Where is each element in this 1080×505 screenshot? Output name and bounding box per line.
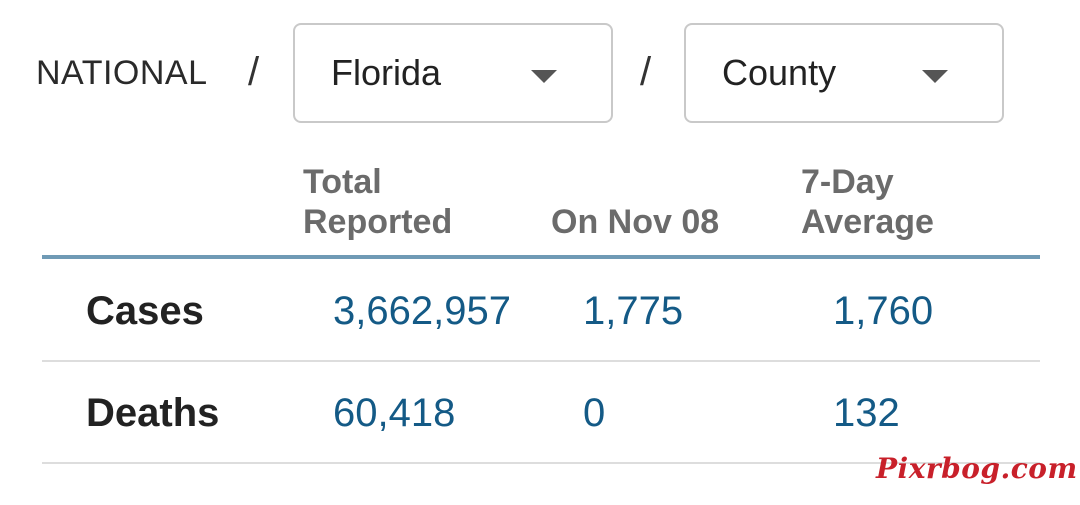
row-divider (42, 360, 1040, 362)
cases-on-date-value: 1,775 (583, 289, 684, 333)
cases-average-value: 1,760 (833, 289, 934, 333)
row-label-deaths: Deaths (86, 391, 220, 435)
column-header-total: Total Reported (303, 162, 452, 242)
watermark: Pixrbog.com (876, 452, 1078, 485)
level-select-value: County (722, 52, 837, 93)
breadcrumb-national-link[interactable]: NATIONAL (36, 54, 208, 92)
chevron-down-icon (531, 70, 557, 83)
deaths-average-value: 132 (833, 391, 900, 435)
breadcrumb-separator: / (640, 50, 652, 94)
row-label-cases: Cases (86, 289, 204, 333)
deaths-on-date-value: 0 (583, 391, 606, 435)
breadcrumb-separator: / (248, 50, 260, 94)
column-header-on-date: On Nov 08 (551, 203, 720, 241)
state-select[interactable]: Florida (293, 23, 613, 123)
column-header-total-line2: Reported (303, 203, 453, 241)
cases-total-value: 3,662,957 (333, 289, 511, 333)
deaths-total-value: 60,418 (333, 391, 456, 435)
column-header-total-line1: Total (303, 163, 382, 201)
state-select-value: Florida (331, 52, 442, 93)
column-header-average: 7-Day Average (801, 162, 934, 242)
chevron-down-icon (922, 70, 948, 83)
column-header-average-line1: 7-Day (801, 163, 894, 201)
row-divider (42, 462, 1040, 464)
level-select[interactable]: County (684, 23, 1004, 123)
header-divider (42, 255, 1040, 259)
column-header-average-line2: Average (801, 203, 934, 241)
